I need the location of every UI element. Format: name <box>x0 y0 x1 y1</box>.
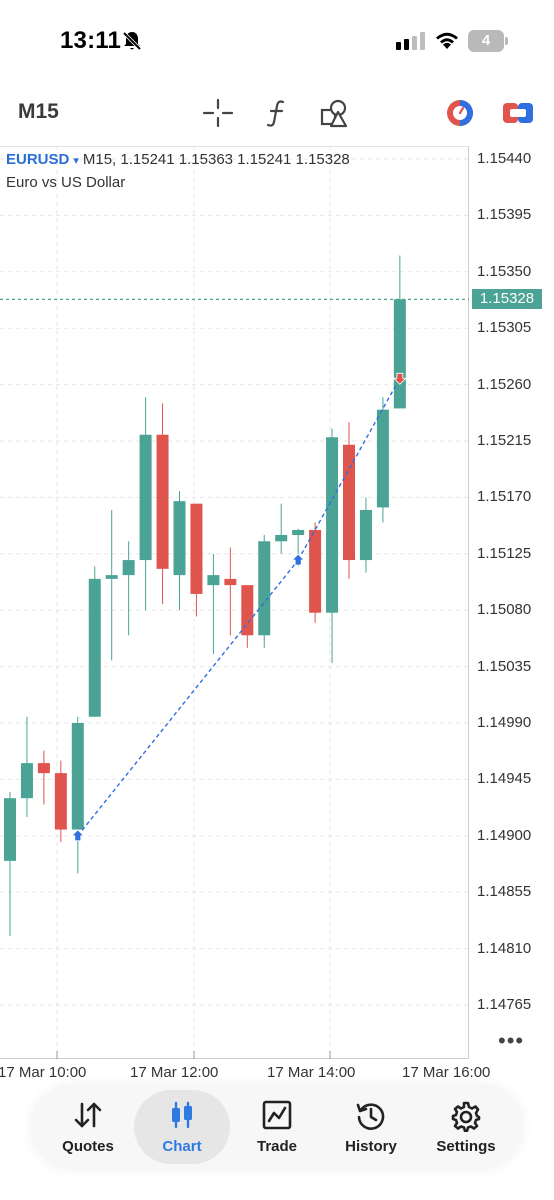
status-time: 13:11 <box>60 27 122 54</box>
ohlc-values: M15, 1.15241 1.15363 1.15241 1.15328 <box>82 151 350 168</box>
time-label: 17 Mar 16:00 <box>402 1064 491 1081</box>
objects-shapes-icon[interactable] <box>318 96 352 130</box>
sell-arrow-icon <box>392 372 407 385</box>
price-label: 1.14855 <box>477 883 532 901</box>
price-label: 1.15215 <box>477 432 532 449</box>
price-label: 1.14765 <box>477 996 532 1013</box>
nav-label: Quotes <box>62 1138 114 1155</box>
function-f-icon[interactable] <box>264 96 290 130</box>
price-label: 1.15080 <box>477 601 532 619</box>
battery-level: 4 <box>481 32 491 49</box>
candle-body <box>376 409 389 508</box>
time-label: 17 Mar 10:00 <box>0 1064 87 1081</box>
silent-bell-icon <box>122 31 142 51</box>
time-label: 17 Mar 14:00 <box>267 1064 356 1081</box>
price-label: 1.14810 <box>477 939 532 957</box>
status-bar: 13:11 4 <box>0 0 554 80</box>
settings-gear-icon <box>451 1101 481 1132</box>
buy-arrow-icon <box>70 829 85 842</box>
price-label: 1.15350 <box>477 262 532 280</box>
buy-arrow-icon <box>291 553 306 566</box>
candle-body <box>156 434 169 569</box>
price-chart[interactable] <box>0 146 469 1059</box>
candle-body <box>292 529 305 535</box>
price-label: 1.14900 <box>477 826 532 844</box>
candle-body <box>54 773 67 830</box>
price-label: 1.15305 <box>477 319 532 337</box>
crosshair-icon[interactable] <box>202 96 234 130</box>
candle-body <box>190 503 203 594</box>
candle-body <box>4 798 16 861</box>
more-options-button[interactable]: ••• <box>498 1028 525 1053</box>
nav-label: Settings <box>436 1138 496 1155</box>
battery-tip <box>505 37 508 45</box>
symbol-name[interactable]: EURUSD <box>6 151 70 168</box>
symbol-description: Euro vs US Dollar <box>6 174 126 191</box>
cellular-signal-icon <box>396 32 425 50</box>
price-label: 1.15170 <box>477 488 532 506</box>
candle-body <box>71 723 84 830</box>
candle-body <box>393 299 406 409</box>
price-label: 1.15035 <box>477 657 532 675</box>
candle-body <box>122 560 135 576</box>
candle-body <box>309 529 322 613</box>
candle-body <box>275 535 288 542</box>
candle-body <box>37 763 50 774</box>
wifi-icon <box>436 32 458 49</box>
price-label: 1.14990 <box>477 714 532 731</box>
candle-body <box>359 509 372 561</box>
nav-quotes[interactable]: Quotes <box>40 1090 136 1164</box>
price-label: 1.15125 <box>477 544 532 562</box>
price-label: 1.15260 <box>477 375 532 393</box>
candlestick-chart-icon <box>172 1101 192 1129</box>
nav-label: Chart <box>162 1138 202 1155</box>
trade-line <box>77 559 299 837</box>
chart-area[interactable] <box>0 146 469 1059</box>
symbol-dropdown-icon[interactable]: ▾ <box>73 155 79 167</box>
price-label: 1.14945 <box>477 770 532 788</box>
time-label: 17 Mar 12:00 <box>130 1064 219 1081</box>
nav-label: History <box>345 1138 397 1155</box>
one-click-trading-icon[interactable] <box>444 96 476 130</box>
price-label: 1.15440 <box>477 150 532 167</box>
candle-body <box>20 763 33 799</box>
candle-body <box>88 578 101 717</box>
candle-body <box>241 585 254 636</box>
current-price-badge: 1.15328 <box>472 289 542 309</box>
candle-body <box>258 541 271 636</box>
candle-body <box>139 434 152 561</box>
chart-symbol-header[interactable]: EURUSD ▾ M15, 1.15241 1.15363 1.15241 1.15… <box>6 151 350 168</box>
history-clock-icon <box>356 1103 385 1130</box>
battery-indicator: 4 <box>468 30 504 52</box>
nav-settings[interactable]: Settings <box>418 1090 514 1164</box>
price-label: 1.15395 <box>477 206 532 224</box>
candle-body <box>326 437 339 613</box>
nav-chart[interactable]: Chart <box>134 1090 230 1164</box>
quotes-arrows-icon <box>74 1102 102 1128</box>
nav-history[interactable]: History <box>323 1090 419 1164</box>
account-switch-icon[interactable] <box>502 96 534 130</box>
timeframe-button[interactable]: M15 <box>18 100 59 123</box>
candle-body <box>224 578 237 586</box>
trade-trend-icon <box>262 1100 292 1130</box>
candle-body <box>173 501 186 576</box>
nav-trade[interactable]: Trade <box>229 1090 325 1164</box>
nav-label: Trade <box>256 1138 298 1155</box>
candle-body <box>105 575 118 579</box>
candle-body <box>207 575 220 586</box>
